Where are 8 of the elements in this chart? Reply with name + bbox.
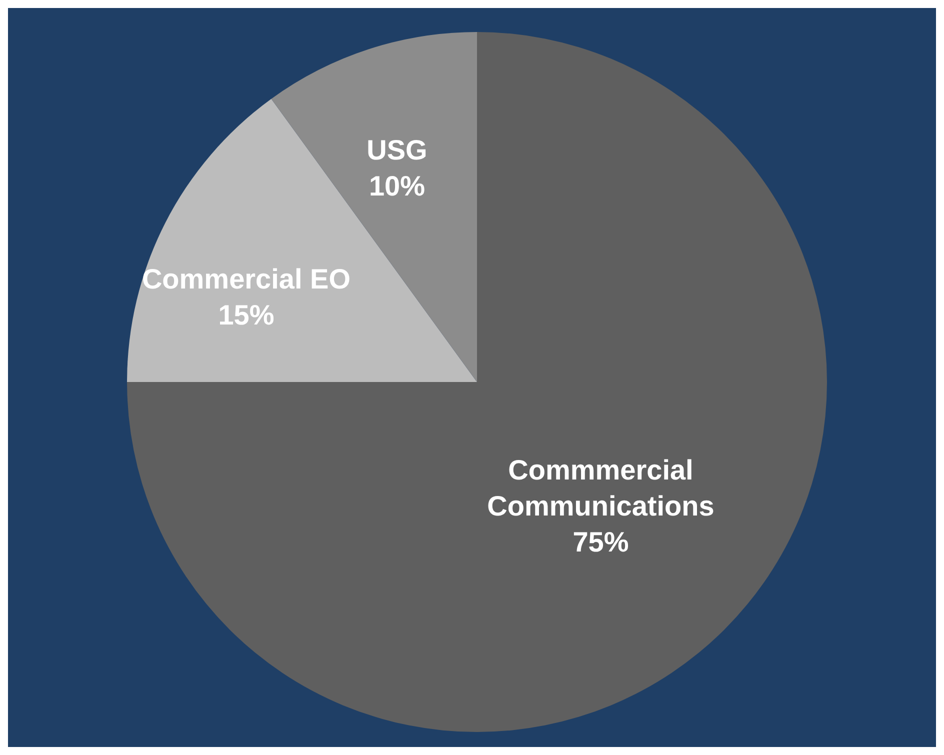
slice-label: USG <box>366 134 428 166</box>
data-label: 15% <box>218 298 274 330</box>
pie-slice <box>127 32 827 732</box>
slice-label: Commmercial Communications <box>487 454 714 522</box>
data-label: 75% <box>572 526 629 558</box>
data-label: 10% <box>368 170 426 202</box>
pie-slice <box>127 98 477 382</box>
slice-label: Commercial EO <box>142 262 350 294</box>
